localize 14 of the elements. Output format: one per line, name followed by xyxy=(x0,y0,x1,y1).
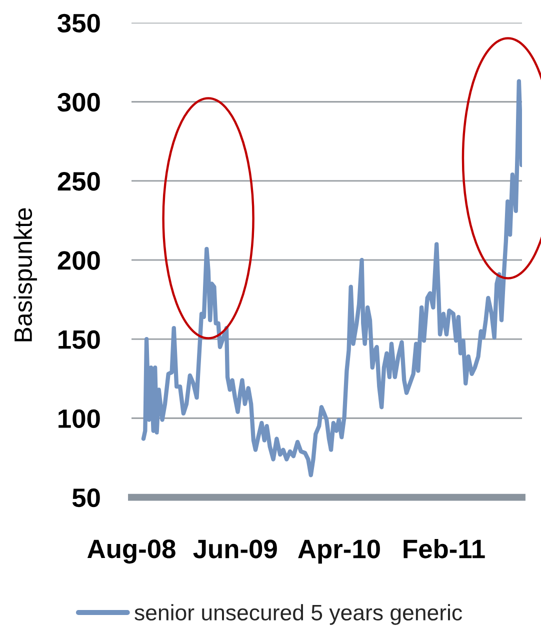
y-tick-label: 50 xyxy=(72,488,100,508)
line-series xyxy=(141,79,522,478)
x-tick-label: Apr-10 xyxy=(298,540,380,564)
x-tick-label: Aug-08 xyxy=(87,540,176,564)
y-tick-label: 200 xyxy=(58,251,100,270)
y-tick-label: 100 xyxy=(58,409,100,428)
y-tick-label: 300 xyxy=(58,92,100,112)
y-axis-title: Basispunkte xyxy=(14,208,37,342)
legend-label: senior unsecured 5 years generic xyxy=(134,604,462,625)
y-tick-label: 350 xyxy=(58,14,100,33)
y-tick-label: 250 xyxy=(58,172,100,191)
x-tick-label: Feb-11 xyxy=(404,538,485,558)
y-tick-label: 150 xyxy=(58,330,100,349)
x-tick-label: Jun-09 xyxy=(193,540,277,558)
